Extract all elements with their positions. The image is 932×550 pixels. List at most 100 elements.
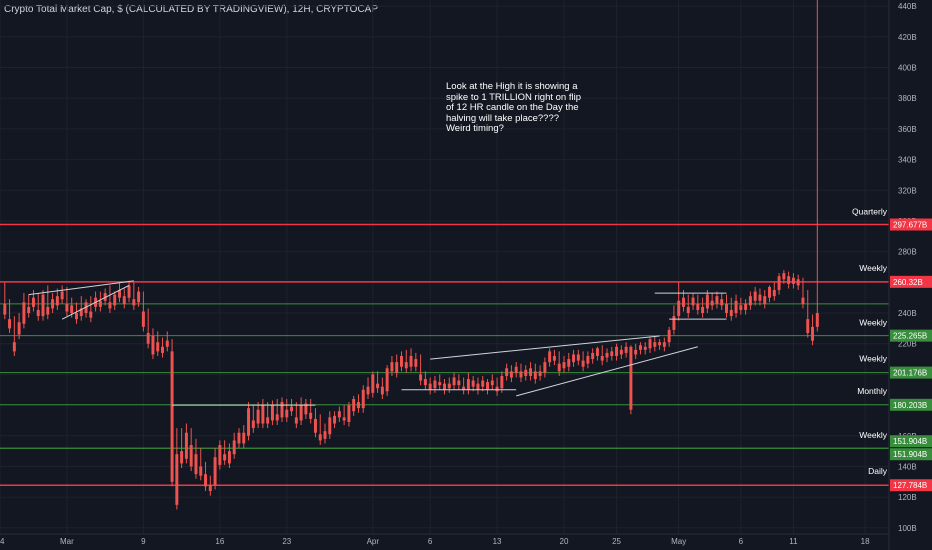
candle-body [113,294,117,306]
price-axis[interactable]: 100B120B140B160B180B200B220B240B260B280B… [888,0,917,550]
time-axis[interactable]: 24 Mar 9 16 23 Apr 6 13 20 25 May 6 11 18 [0,533,889,546]
candle-body [132,299,136,306]
candle-body [161,346,164,353]
candle-body [89,311,93,318]
candle-body [662,342,666,347]
price-tick-label: 440B [898,2,917,11]
candle-body [180,451,184,464]
candle-body [270,405,274,421]
candle-body [419,374,423,381]
note-line: of 12 HR candle on the Day the [446,102,579,113]
candle-body [313,418,317,433]
candle-body [3,303,7,315]
candle-body [31,297,35,307]
candle-body [242,432,246,444]
candle-body [175,454,179,505]
candle-body [696,303,700,310]
candle-body [581,360,585,367]
candle-body [342,417,346,421]
time-tick-label: 13 [493,537,502,546]
level-label: Weekly [859,430,887,440]
level-label: Weekly [859,318,887,328]
candle-body [290,406,294,412]
candle-body [294,417,298,424]
candle-body [118,290,121,298]
candle-body [801,297,805,304]
candle-body [753,291,757,301]
candle-body [533,371,537,380]
candle-body [227,451,231,464]
candle-body [266,417,270,424]
price-tag-label: 180.203B [893,401,927,410]
candle-body [720,299,724,306]
price-tick-label: 240B [898,309,917,318]
candle-body [476,383,480,390]
candle-body [184,432,188,459]
candle-body [55,296,59,306]
candle-body [323,431,327,439]
trendline [28,280,134,296]
level-label: Monthly [857,386,888,396]
price-tick-label: 120B [898,493,917,502]
candle-body [165,340,169,347]
candle-body [60,291,64,300]
candle-body [457,380,461,386]
note-line: Look at the High it is showing a [446,81,578,92]
candle-body [557,363,561,372]
candle-body [371,374,375,393]
candle-body [643,346,647,350]
price-tick-label: 140B [898,462,917,471]
price-tick-label: 340B [898,156,917,165]
candle-body [667,329,671,343]
candle-body [505,368,509,376]
annotation-note: Look at the High it is showing a spike to… [446,81,616,135]
candle-body [514,366,518,373]
candle-body [758,294,762,301]
time-tick-label: 20 [560,537,569,546]
price-tag-label: 127.784B [893,481,927,490]
price-tick-label: 400B [898,64,917,73]
candle-body [543,362,547,373]
candle-body [811,326,815,341]
candle-body [447,383,451,389]
candle-body [46,306,50,315]
candle-body [624,346,628,353]
trendline [61,284,130,320]
price-tick-label: 360B [898,125,917,134]
candle-body [285,409,289,418]
candle-body [137,291,141,303]
candle-body [337,411,341,418]
candle-body [423,379,427,386]
candle-body [36,309,40,317]
candle-body [146,332,150,344]
candle-body [686,306,690,314]
candle-body [433,380,437,389]
candle-body [734,300,738,314]
candle-body [524,369,528,376]
candle-body [79,308,83,317]
candle-body [352,398,356,412]
candle-body [395,362,399,373]
candle-body [591,352,595,360]
candle-body [748,296,752,306]
candle-body [156,342,160,352]
time-tick-label: 18 [861,537,870,546]
candle-body [376,383,380,389]
candle-body [490,380,494,386]
candle-body [791,277,795,284]
candle-body [22,302,26,324]
candle-body [318,434,322,441]
candle-body [562,362,566,369]
candle-body [548,351,552,363]
price-tick-label: 420B [898,33,917,42]
candle-body [495,386,499,392]
candle-body [715,296,719,304]
trendline [516,346,698,397]
candle-body [443,383,446,390]
chart-title: Crypto Total Market Cap, $ (CALCULATED B… [4,4,378,15]
candle-body [208,484,212,492]
candle-body [232,440,236,455]
note-line: spike to 1 TRILLION right on flip [446,91,581,103]
price-tag-label: 225.265B [893,332,927,341]
